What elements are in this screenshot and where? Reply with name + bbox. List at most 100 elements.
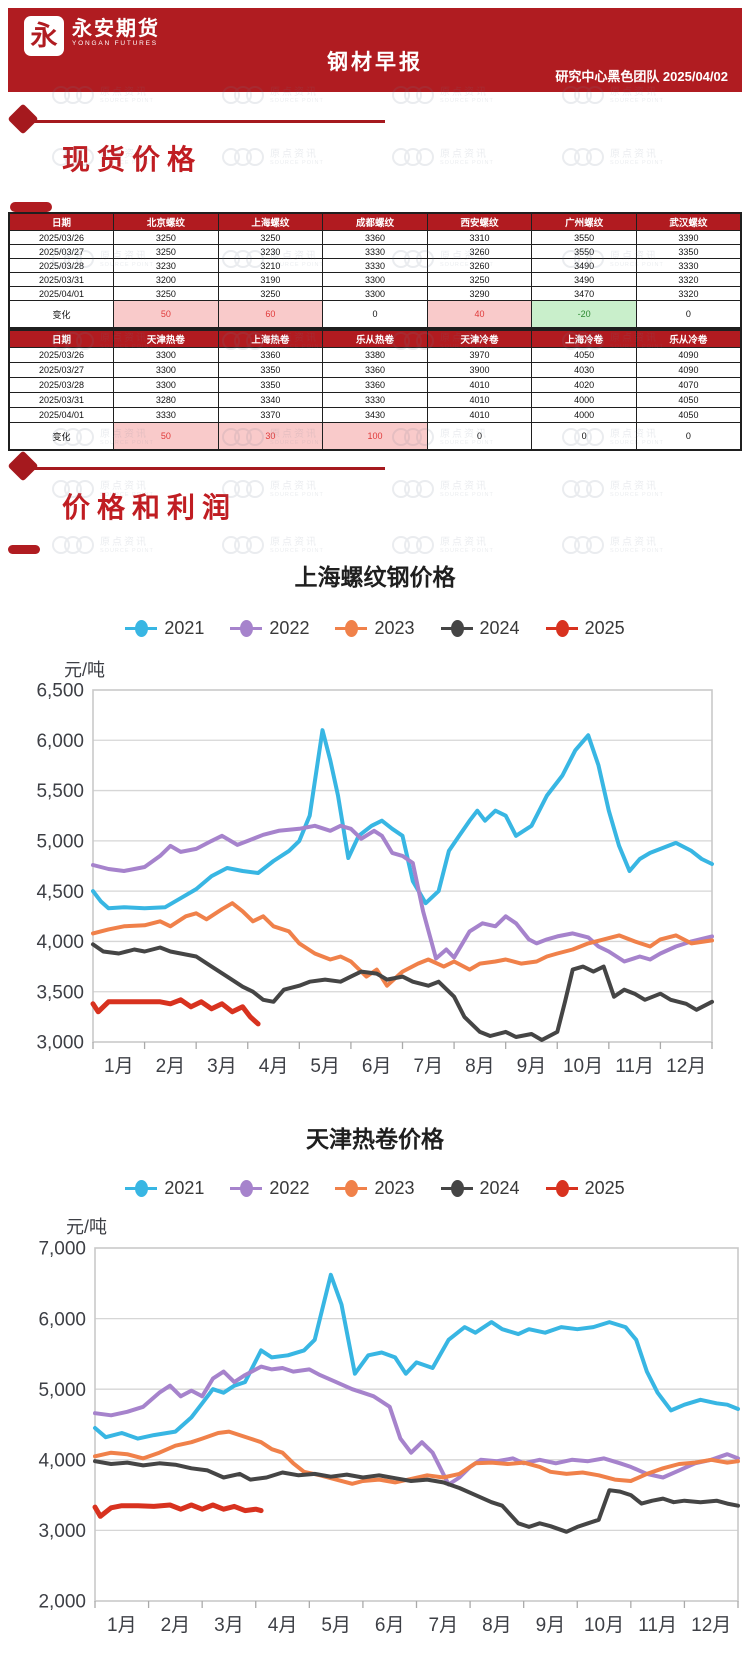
legend-item-2025: 2025 [545,1178,625,1199]
column-header: 上海螺纹 [217,212,324,231]
column-header: 日期 [8,329,115,348]
x-tick-label: 11月 [615,1056,654,1077]
company-logo: 永 永安期货 YONGAN FUTURES [24,16,160,56]
column-header: 北京螺纹 [113,212,219,231]
table-row: 2025/04/01 3330 3370 3430 4010 4000 4050 [8,407,742,423]
change-cell-up: 50 [113,300,219,329]
table-row: 2025/03/28 3230 3210 3330 3260 3490 3330 [8,258,742,273]
table-cell: 4030 [531,362,637,378]
table-cell: 2025/03/26 [8,230,115,245]
table-cell: 3300 [113,377,219,393]
change-cell-up: 50 [113,422,219,451]
column-header: 日期 [8,212,115,231]
x-tick-label: 5月 [310,1056,340,1077]
x-tick-label: 4月 [259,1056,289,1077]
column-header: 成都螺纹 [322,212,428,231]
legend-label: 2024 [479,618,520,638]
x-tick-label: 5月 [321,1615,351,1636]
y-tick-label: 5,000 [38,1380,86,1401]
table-cell: 2025/03/27 [8,244,115,259]
series-line-2025 [90,997,261,1027]
legend-item-2025: 2025 [545,618,625,639]
legend-item-2024: 2024 [440,1178,520,1199]
table-cell: 3340 [217,392,324,408]
change-label: 变化 [8,422,115,451]
table-cell: 3970 [426,347,533,363]
table-cell: 3550 [531,244,637,259]
logo-text: 永安期货 YONGAN FUTURES [72,18,160,47]
x-tick-label: 7月 [414,1056,444,1077]
x-tick-label: 10月 [584,1615,624,1636]
table-cell: 4050 [635,407,742,423]
table-cell: 3350 [217,362,324,378]
x-tick-label: 6月 [362,1056,392,1077]
column-header: 西安螺纹 [426,212,533,231]
x-tick-label: 3月 [214,1615,244,1636]
x-tick-label: 3月 [207,1056,237,1077]
table-cell: 4090 [635,362,742,378]
y-tick-label: 3,000 [36,1033,84,1054]
table-cell: 3330 [322,258,428,273]
y-tick-label: 4,000 [38,1450,86,1471]
column-header: 天津冷卷 [426,329,533,348]
chart-legend: 2021 2022 2023 2024 2025 [0,1178,750,1199]
logo-icon: 永 [24,16,64,56]
table-cell: 3490 [531,258,637,273]
table-cell: 3250 [113,286,219,301]
table-cell: 4050 [531,347,637,363]
y-tick-label: 7,000 [38,1239,86,1260]
table-row: 2025/03/31 3200 3190 3300 3250 3490 3320 [8,272,742,287]
change-row: 变化 50 30 100 0 0 0 [8,422,742,451]
legend-marker-icon [230,1180,263,1197]
section-diamond-icon [7,103,39,135]
table-cell: 4000 [531,392,637,408]
price-chart-shanghai-rebar: 6,500 6,000 5,500 5,000 4,500 4,000 3,500 3,000… [36,681,714,1077]
table-cell: 3330 [113,407,219,423]
table-cell: 3190 [217,272,324,287]
x-tick-label: 4月 [268,1615,298,1636]
table-cell: 3300 [113,362,219,378]
table-cell: 3360 [322,377,428,393]
x-tick-label: 9月 [536,1615,566,1636]
section-diamond-icon [7,450,39,482]
table-cell: 4050 [635,392,742,408]
table-row: 2025/03/26 3300 3360 3380 3970 4050 4090 [8,347,742,363]
spot-price-tables: 日期 北京螺纹 上海螺纹 成都螺纹 西安螺纹 广州螺纹 武汉螺纹 2025/03/26 3250… [8,212,742,451]
table-cell: 4000 [531,407,637,423]
change-cell-down: -20 [531,300,637,329]
table-cell: 3380 [322,347,428,363]
plot-border [94,1247,739,1602]
header-banner: 永 永安期货 YONGAN FUTURES 钢材早报 研究中心黑色团队 2025… [8,8,742,92]
series-line-2025 [92,1502,264,1519]
report-title: 钢材早报 [327,51,423,74]
section-title-price-profit: 价格和利润 [62,492,238,523]
legend-item-2023: 2023 [335,618,415,639]
legend-marker-icon [230,620,263,637]
spot-price-table-rebar: 日期 北京螺纹 上海螺纹 成都螺纹 西安螺纹 广州螺纹 武汉螺纹 2025/03/26 3250… [8,212,742,329]
table-cell: 4010 [426,407,533,423]
legend-item-2022: 2022 [230,618,309,639]
change-cell-up: 30 [217,422,324,451]
x-tick-label: 6月 [375,1615,405,1636]
series-line-2023 [91,901,714,988]
x-tick-label: 1月 [104,1056,134,1077]
legend-marker-icon [440,620,473,637]
decorative-pill [8,545,40,554]
column-header: 武汉螺纹 [635,212,742,231]
x-tick-label: 12月 [691,1615,731,1636]
table-cell: 3550 [531,230,637,245]
series-line-2024 [91,942,714,1042]
change-cell-flat: 0 [426,422,533,451]
table-cell: 3250 [217,286,324,301]
column-header: 乐从热卷 [322,329,428,348]
table-row: 2025/03/28 3300 3350 3360 4010 4020 4070 [8,377,742,393]
report-team-date: 研究中心黑色团队 2025/04/02 [555,69,728,84]
change-cell-flat: 0 [635,300,742,329]
table-cell: 2025/03/28 [8,258,115,273]
